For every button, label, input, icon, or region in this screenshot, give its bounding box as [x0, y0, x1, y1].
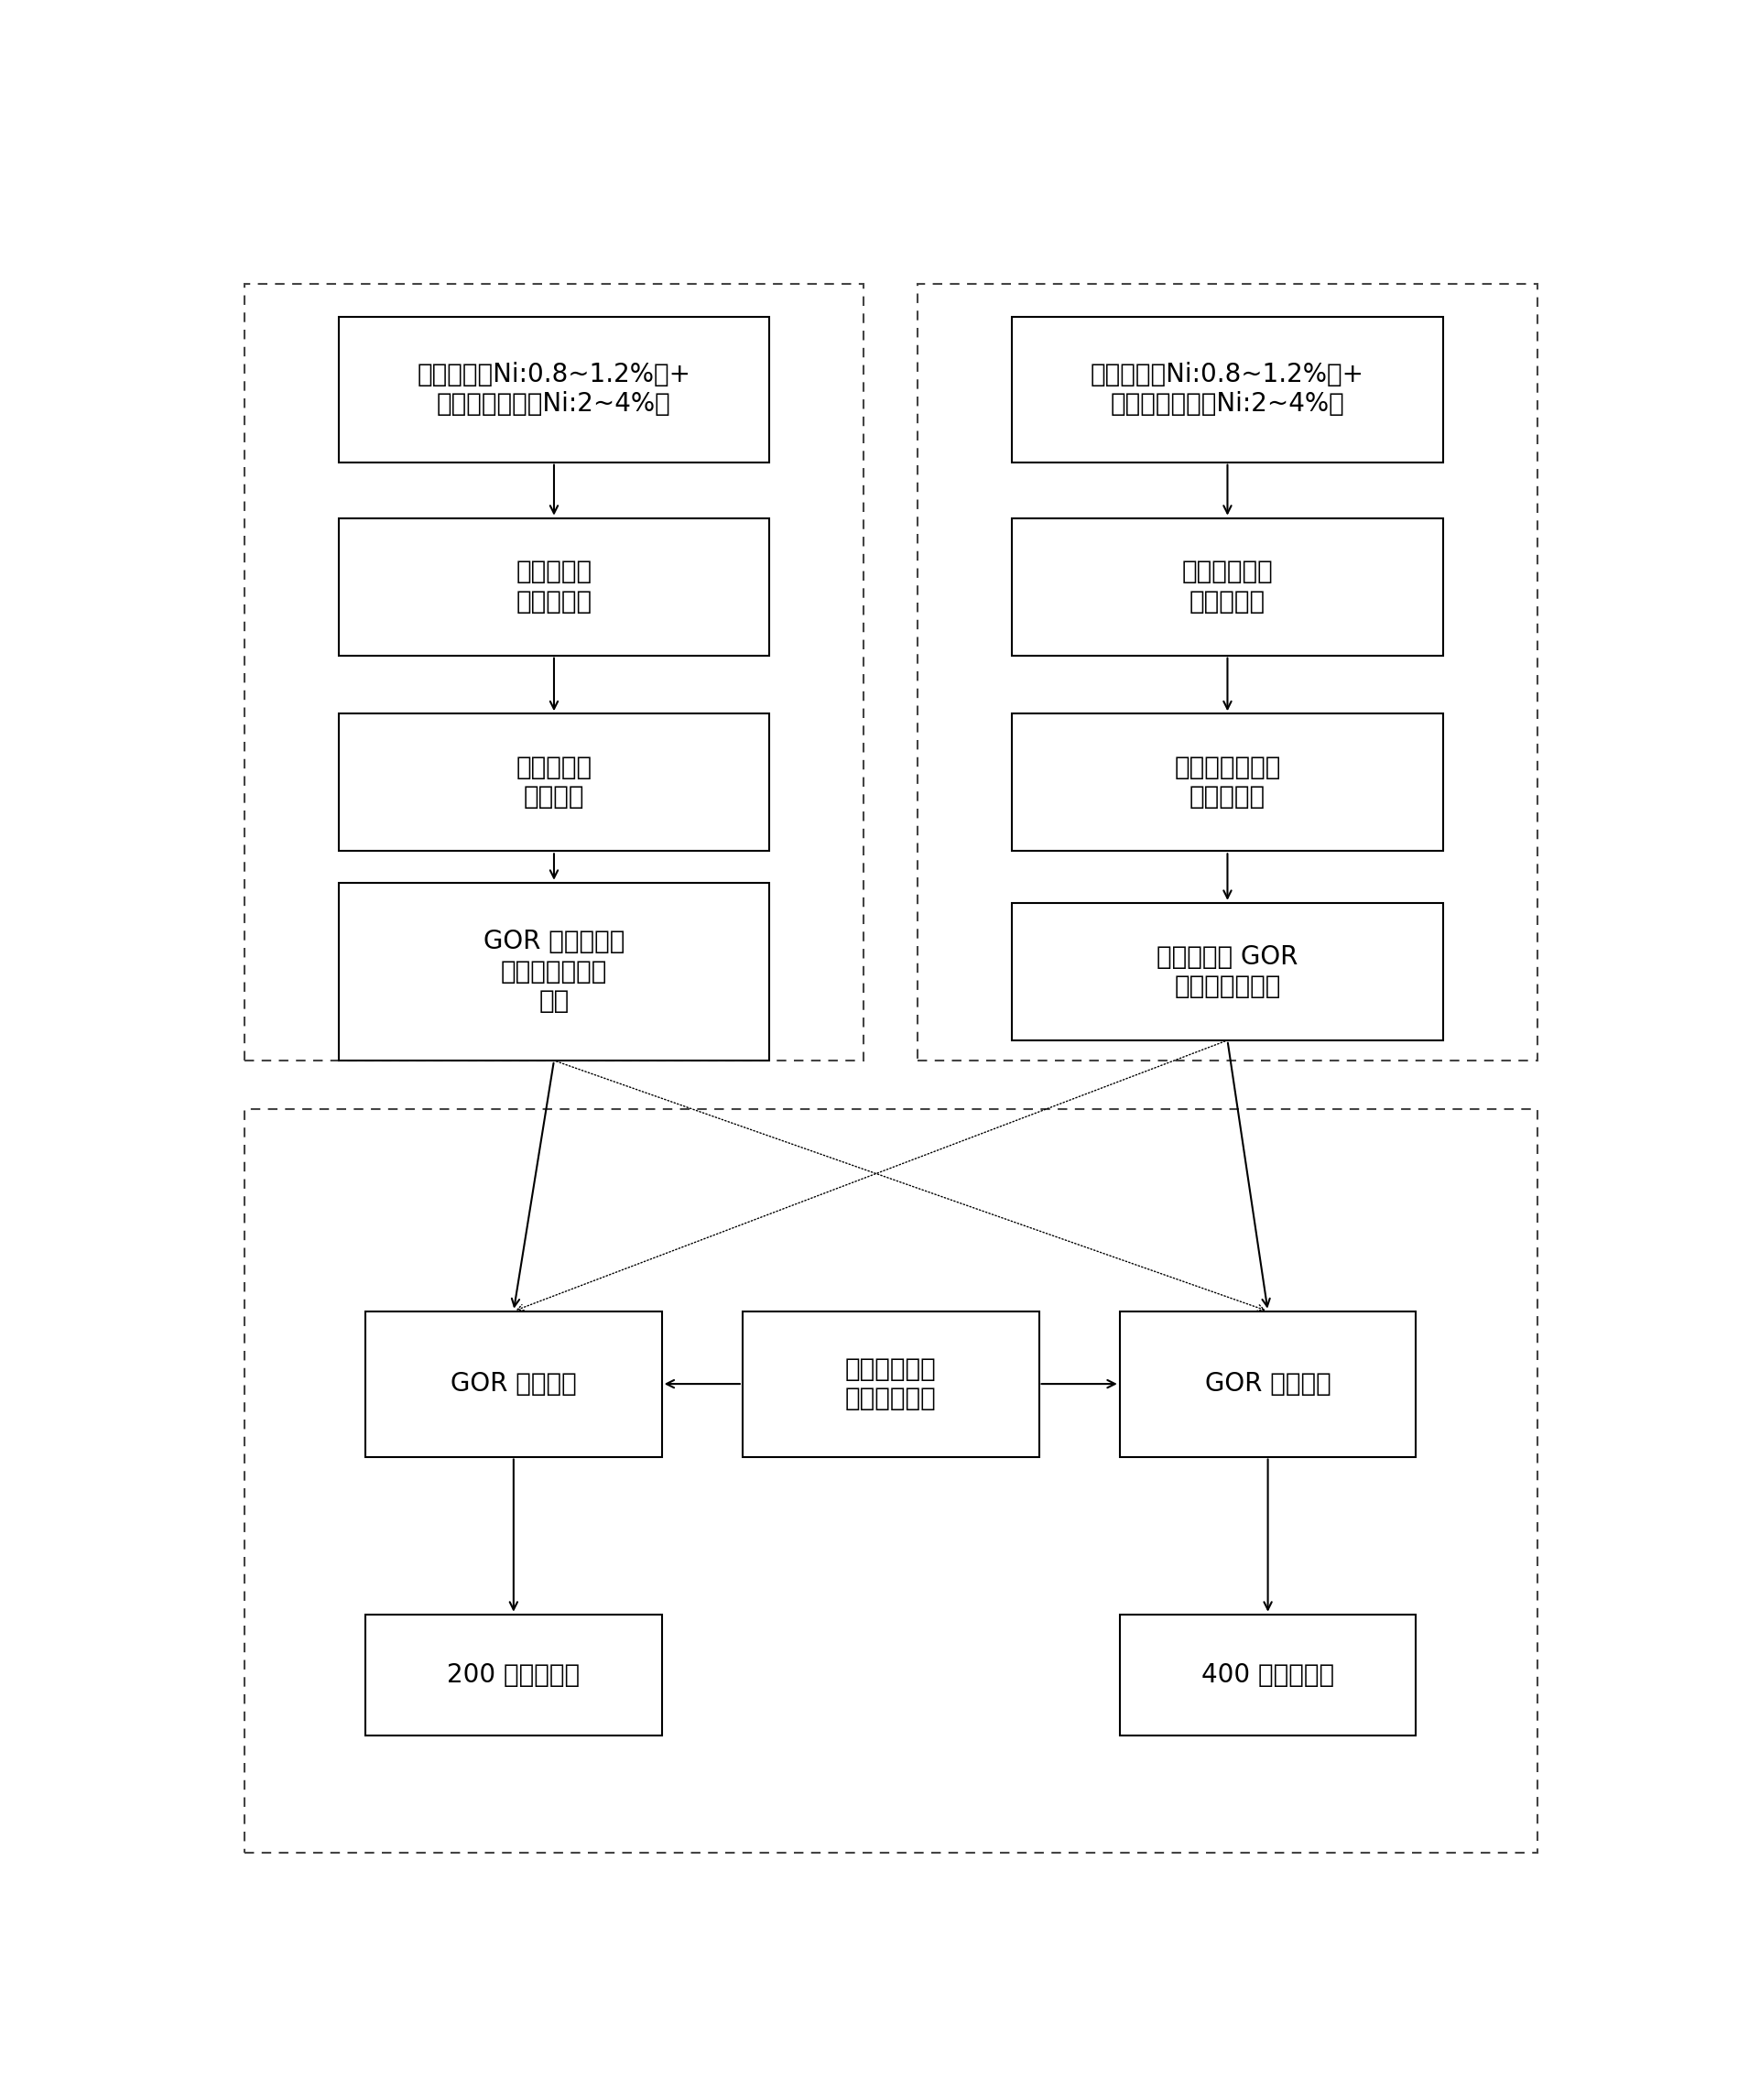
Bar	[339, 317, 770, 462]
Bar	[365, 1615, 662, 1735]
Bar	[1012, 903, 1443, 1040]
Bar	[1119, 1310, 1416, 1457]
Text: 经酸、碱性 GOR
转炉脱硅、脱磷: 经酸、碱性 GOR 转炉脱硅、脱磷	[1158, 943, 1298, 1000]
Bar	[1012, 714, 1443, 850]
Bar	[243, 1109, 1536, 1852]
Text: 红土镍矿（Ni:0.8~1.2%）+
富集氧化镍矿（Ni:2~4%）: 红土镍矿（Ni:0.8~1.2%）+ 富集氧化镍矿（Ni:2~4%）	[1090, 361, 1364, 418]
Text: 红土镍矿（Ni:0.8~1.2%）+
富集氧化镍矿（Ni:2~4%）: 红土镍矿（Ni:0.8~1.2%）+ 富集氧化镍矿（Ni:2~4%）	[417, 361, 692, 418]
Text: 200 系列不锈钢: 200 系列不锈钢	[447, 1661, 580, 1688]
Text: GOR 转炉冶炼: GOR 转炉冶炼	[450, 1371, 577, 1396]
Bar	[1012, 519, 1443, 655]
Text: GOR 转炉脱硅、
脱磷制成不锈钢
母液: GOR 转炉脱硅、 脱磷制成不锈钢 母液	[483, 928, 624, 1014]
Text: 经矿热炉熔炼成
粗制镍铁水: 经矿热炉熔炼成 粗制镍铁水	[1175, 754, 1281, 811]
Bar	[742, 1310, 1039, 1457]
Bar	[339, 882, 770, 1060]
Text: 经结烧机烧
结成烧结矿: 经结烧机烧 结成烧结矿	[516, 559, 593, 615]
Bar	[339, 714, 770, 850]
Bar	[1012, 317, 1443, 462]
Text: 经回转窑还原
焙烧成镍渣: 经回转窑还原 焙烧成镍渣	[1182, 559, 1274, 615]
Bar	[243, 284, 864, 1060]
Bar	[918, 284, 1536, 1060]
Bar	[339, 519, 770, 655]
Bar	[365, 1310, 662, 1457]
Text: 经高炉冶炼
铬镍铁水: 经高炉冶炼 铬镍铁水	[516, 754, 593, 811]
Text: GOR 转炉冶炼: GOR 转炉冶炼	[1204, 1371, 1331, 1396]
Text: 400 系列不锈钢: 400 系列不锈钢	[1201, 1661, 1335, 1688]
Bar	[1119, 1615, 1416, 1735]
Text: 经中频炉熔化
高碳铬铁水水: 经中频炉熔化 高碳铬铁水水	[845, 1357, 937, 1411]
